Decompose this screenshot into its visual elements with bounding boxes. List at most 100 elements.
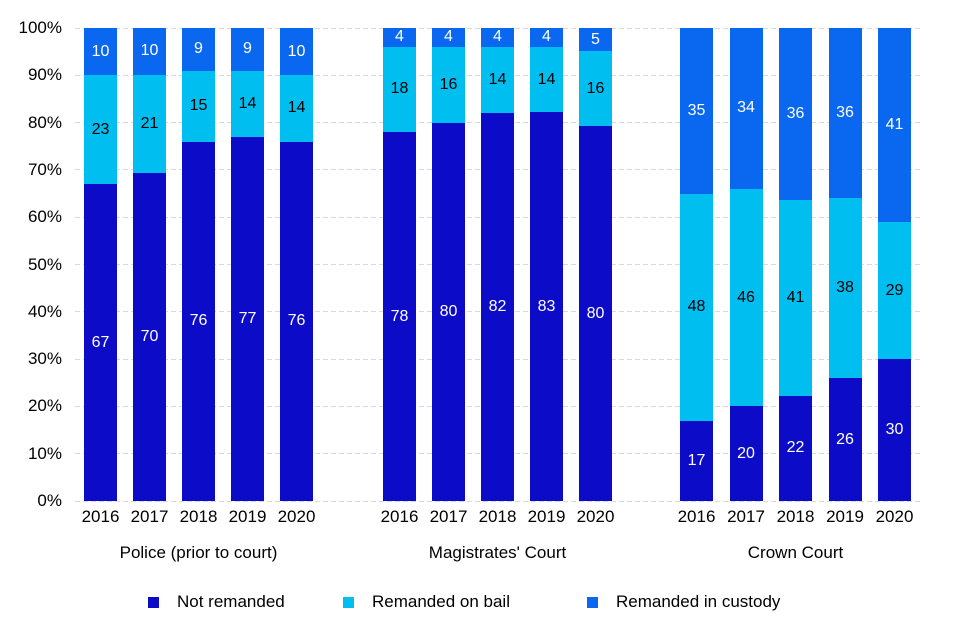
bar-segment-bail: 14 [280,75,313,142]
bar-segment-bail: 29 [878,221,911,360]
x-axis-year-label: 2018 [776,507,815,526]
bar-segment-not_remanded: 22 [779,395,812,501]
x-axis-year-label: 2016 [380,507,419,526]
bar-segment-not_remanded: 17 [680,420,713,501]
x-axis-year-label: 2016 [677,507,716,526]
group-label: Crown Court [747,543,844,562]
x-axis-year-label: 2017 [727,507,765,526]
legend-label: Remanded on bail [372,592,510,611]
bar-segment-bail: 18 [383,46,416,133]
y-axis-tick-label: 0% [37,491,62,510]
x-axis-year-label: 2018 [179,507,218,526]
bar-segment-not_remanded: 83 [530,112,563,501]
bar-value-label: 14 [488,71,507,89]
bar-value-label: 35 [687,101,706,119]
bar-value-label: 41 [786,288,805,306]
bar-segment-not_remanded: 80 [579,126,612,501]
bar-value-label: 21 [140,115,159,132]
bar-value-label: 67 [91,333,110,351]
bar-value-label: 15 [189,97,208,115]
bar-value-label: 30 [885,421,904,439]
x-axis-year-label: 2019 [228,507,267,526]
x-axis-year-label: 2017 [130,507,169,526]
bar-segment-bail: 16 [579,51,612,127]
bar-value-label: 46 [737,288,755,306]
bar-value-label: 48 [687,298,706,316]
bar-segment-custody: 5 [579,28,612,52]
bar-value-label: 9 [243,40,252,58]
bar-value-label: 14 [537,70,556,88]
bar-segment-not_remanded: 67 [84,184,117,501]
x-axis-year-label: 2016 [81,507,120,526]
bar-value-label: 29 [885,281,904,299]
bar-value-label: 5 [591,30,600,48]
bar-segment-custody: 4 [432,28,465,47]
bar-value-label: 83 [537,297,556,315]
bar-segment-not_remanded: 77 [231,136,264,501]
bar-segment-custody: 36 [779,28,812,200]
y-axis-tick-label: 60% [27,207,62,227]
gridline [75,500,922,502]
y-axis-tick-label: 20% [27,396,62,416]
bar-value-label: 10 [287,42,306,60]
bar-value-label: 41 [885,115,904,133]
group-label: Magistrates' Court [428,543,567,562]
bar-segment-not_remanded: 20 [729,406,763,501]
x-axis-year-label: 2020 [277,507,316,526]
bar-segment-custody: 35 [680,28,713,194]
group-label: Police (prior to court) [119,543,278,562]
bar-value-label: 36 [786,105,805,122]
y-axis-tick-label: 80% [27,112,62,132]
y-axis-tick-label: 50% [27,254,62,274]
bar-segment-bail: 14 [530,46,563,113]
bar-value-label: 36 [836,104,854,122]
bar-value-label: 16 [586,79,605,97]
bar-value-label: 76 [287,312,306,330]
y-axis-tick-label: 30% [27,349,62,369]
bar-segment-not_remanded: 76 [280,141,313,501]
bar-value-label: 82 [488,298,507,316]
bar-value-label: 4 [444,28,453,46]
bar-segment-custody: 10 [280,28,313,76]
bar-segment-not_remanded: 26 [828,378,862,501]
bar-segment-custody: 34 [729,28,763,189]
bar-segment-custody: 4 [383,28,416,47]
y-axis-tick-label: 40% [27,301,62,321]
bar-segment-bail: 48 [680,193,713,421]
legend-label: Not remanded [177,592,285,611]
bar-value-label: 80 [586,304,605,322]
bar-value-label: 10 [140,42,159,60]
bar-segment-not_remanded: 82 [481,113,514,501]
bar-segment-custody: 4 [481,28,514,47]
bar-value-label: 70 [140,328,159,346]
bar-value-label: 80 [439,302,458,320]
y-axis-tick-label: 90% [27,65,62,85]
bar-value-label: 22 [786,439,805,457]
bar-value-label: 17 [687,451,706,469]
bar-segment-custody: 10 [84,28,117,76]
bar-value-label: 10 [91,42,110,60]
bar-segment-not_remanded: 70 [133,173,166,501]
legend-item-not-remanded: Not remanded [148,591,285,613]
y-axis-tick-label: 10% [27,443,62,463]
y-axis-tick-label: 100% [18,18,62,37]
y-axis-tick-label: 70% [27,159,62,179]
bar-value-label: 23 [91,120,110,138]
x-axis-year-label: 2017 [429,507,468,526]
remanded-on-bail-swatch-icon [343,596,354,608]
bar-segment-bail: 15 [182,70,215,142]
bar-segment-not_remanded: 76 [182,141,215,501]
bar-value-label: 77 [238,309,257,327]
bar-value-label: 16 [439,75,458,93]
x-axis-year-label: 2018 [478,507,517,526]
remanded-in-custody-swatch-icon [587,596,598,608]
bar-value-label: 20 [737,444,755,462]
bar-segment-bail: 14 [231,70,264,137]
legend-label: Remanded in custody [616,592,781,611]
bar-segment-custody: 9 [182,28,215,71]
bar-value-label: 14 [238,94,257,112]
bar-segment-bail: 16 [432,46,465,123]
bar-segment-not_remanded: 80 [432,122,465,501]
bar-segment-not_remanded: 30 [878,359,911,501]
